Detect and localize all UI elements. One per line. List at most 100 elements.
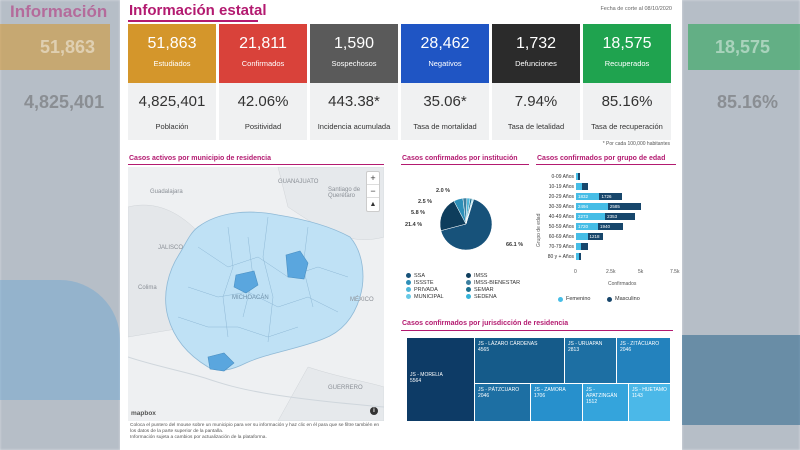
ghost-card-left-value: 51,863	[40, 37, 96, 57]
stat-card-4[interactable]: 28,462 Negativos 35.06* Tasa de mortalidad	[401, 24, 489, 140]
stat-card-head: 28,462 Negativos	[401, 24, 489, 83]
bar-femenino[interactable]	[576, 233, 588, 240]
age-section-line	[536, 164, 676, 165]
legend-label: SEMAR	[474, 286, 494, 293]
bar-masculino[interactable]: 1940	[598, 223, 623, 230]
legend-item: PRIVADA	[406, 287, 466, 293]
treemap-cell[interactable]: JS - PÁTZCUARO 2046	[475, 384, 530, 421]
bar-masculino[interactable]: 2353	[605, 213, 636, 220]
legend-label: ISSSTE	[414, 279, 434, 286]
bar-masculino[interactable]	[581, 243, 588, 250]
pie-slice-sedena[interactable]	[465, 198, 474, 225]
treemap-cell-value: 1512	[586, 399, 598, 405]
stat-card-sub: 42.06% Positividad	[219, 83, 307, 140]
legend-dot	[406, 273, 411, 278]
treemap-cell[interactable]: JS - LÁZARO CÁRDENAS 4565	[475, 338, 564, 383]
treemap-cell[interactable]: JS - ZAMORA 1706	[531, 384, 582, 421]
stat-card-3[interactable]: 1,590 Sospechosos 443.38* Incidencia acumul…	[310, 24, 398, 140]
bar-masculino[interactable]: 2585	[607, 203, 641, 210]
age-x-axis-title: Confirmados	[608, 281, 637, 287]
bar-masculino[interactable]	[577, 173, 580, 180]
institution-section-title: Casos confirmados por institución	[402, 155, 518, 162]
pie-svg	[439, 197, 493, 251]
municipality-map[interactable]: GUANAJUATO Santiago de Querétaro Guadala…	[128, 167, 384, 421]
pie-slice-ssa[interactable]	[440, 198, 493, 251]
treemap-cell-value: 4565	[478, 347, 490, 353]
title-underline	[128, 20, 258, 22]
treemap-cell-value: 2813	[568, 347, 580, 353]
bar-femenino[interactable]: 1832	[576, 193, 600, 200]
stat-sub-value: 85.16%	[601, 93, 653, 110]
x-tick-label: 5k	[638, 269, 644, 275]
legend-row: PRIVADA SEMAR	[406, 286, 534, 293]
legend-dot	[466, 287, 471, 292]
zoom-in-button[interactable]: +	[367, 172, 379, 185]
note-1: Coloca el puntero del mouse sobre un mun…	[130, 423, 380, 434]
compass-button[interactable]: ▲	[369, 201, 377, 208]
bar-femenino[interactable]: 2273	[576, 213, 606, 220]
legend-dot	[406, 287, 411, 292]
bar-masculino[interactable]: 1218	[587, 233, 604, 240]
stat-sub-label: Positividad	[244, 122, 282, 131]
stat-card-2[interactable]: 21,811 Confirmados 42.06% Positividad	[219, 24, 307, 140]
pie-label: 2.5 %	[418, 199, 433, 205]
age-group-label: 50-59 Años	[548, 224, 574, 230]
bar-femenino[interactable]: 1720	[576, 223, 599, 230]
treemap-cell-name: JS - URUAPAN	[568, 341, 603, 347]
legend-masculino: Masculino	[607, 296, 640, 302]
treemap-cell[interactable]: JS - ZITÁCUARO 2046	[617, 338, 670, 383]
stat-card-5[interactable]: 1,732 Defunciones 7.94% Tasa de letalidad	[492, 24, 580, 140]
treemap-cell-name: JS - HUETAMO	[632, 387, 667, 393]
bar-value: 1726	[601, 194, 612, 199]
bar-femenino[interactable]	[576, 253, 579, 260]
age-section-title: Casos confirmados por grupo de edad	[537, 155, 666, 162]
stat-label: Estudiados	[153, 59, 191, 68]
stat-card-sub: 4,825,401 Población	[128, 83, 216, 140]
masculino-label: Masculino	[615, 296, 640, 302]
michoacan-shape	[165, 211, 364, 371]
x-tick-label: 0	[574, 269, 577, 275]
bar-masculino[interactable]	[582, 183, 588, 190]
map-label-santiago: Santiago de Querétaro	[328, 187, 361, 199]
masculino-dot	[607, 296, 612, 302]
bar-masculino[interactable]	[578, 253, 582, 260]
pie-slice-imss[interactable]	[439, 200, 467, 231]
treemap-cell-value: 1706	[534, 393, 546, 399]
cutoff-date: Fecha de corte al 08/10/2020	[600, 6, 672, 12]
stat-card-1[interactable]: 51,863 Estudiados 4,825,401 Población	[128, 24, 216, 140]
institution-section-line	[401, 164, 529, 165]
ghost-card-left-sub: 4,825,401	[24, 92, 105, 112]
treemap-cell[interactable]: JS - MORELIA 5564	[407, 338, 474, 421]
stat-card-head: 51,863 Estudiados	[128, 24, 216, 83]
bar-femenino[interactable]	[576, 173, 578, 180]
zoom-out-button[interactable]: −	[367, 185, 379, 198]
legend-label: IMSS	[474, 272, 488, 279]
info-icon[interactable]: i	[370, 407, 378, 415]
bar-femenino[interactable]	[576, 183, 583, 190]
stat-sub-value: 443.38*	[328, 93, 380, 110]
page-title: Información estatal	[129, 2, 267, 19]
bar-femenino[interactable]	[576, 243, 582, 250]
legend-label: SEDENA	[474, 293, 497, 300]
treemap-cell[interactable]: JS - URUAPAN 2813	[565, 338, 616, 383]
treemap-cell-name: JS - PÁTZCUARO	[478, 387, 520, 393]
age-group-label: 30-39 Años	[548, 204, 574, 210]
dashboard-panel: Información estatal Fecha de corte al 08…	[120, 0, 682, 450]
bar-masculino[interactable]: 1726	[599, 193, 622, 200]
stat-value: 1,732	[515, 35, 557, 52]
stat-card-head: 1,590 Sospechosos	[310, 24, 398, 83]
map-label-guadalajara: Guadalajara	[150, 189, 183, 195]
legend-dot	[466, 280, 471, 285]
x-tick-label: 2.5k	[606, 269, 616, 275]
ghost-card-right-sub: 85.16%	[716, 92, 778, 112]
treemap-cell[interactable]: JS - HUETAMO 1143	[629, 384, 670, 421]
treemap-cell[interactable]: JS - APATZINGÁN 1512	[583, 384, 628, 421]
ghost-card-right-value: 18,575	[714, 37, 770, 57]
map-notes: Coloca el puntero del mouse sobre un mun…	[130, 423, 380, 441]
bar-femenino[interactable]: 2494	[576, 203, 608, 210]
legend-item: MUNICIPAL	[406, 294, 466, 300]
legend-label: IMSS-BIENESTAR	[474, 279, 521, 286]
map-label-colima: Colima	[138, 285, 157, 291]
bar-value: 1940	[600, 224, 611, 229]
stat-card-6[interactable]: 18,575 Recuperados 85.16% Tasa de recuperac…	[583, 24, 671, 140]
